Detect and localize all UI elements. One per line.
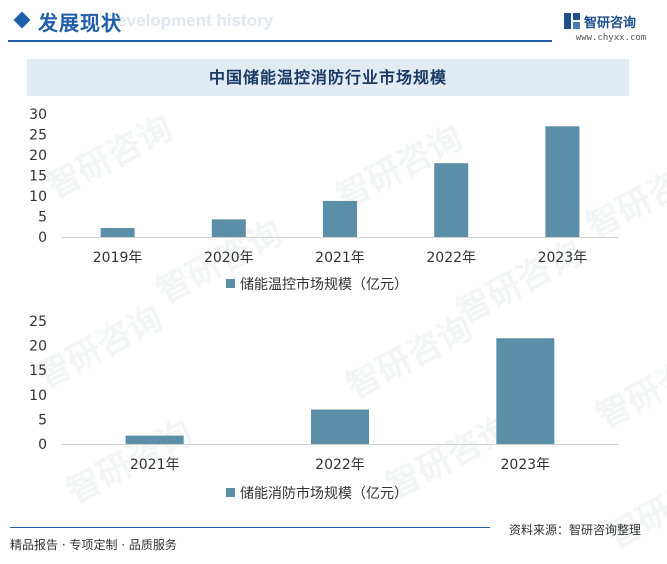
y-tick-label: 5 [38,412,47,428]
y-tick-label: 25 [29,128,47,144]
brand-name: 智研咨询 [584,16,637,31]
bar [323,200,357,237]
y-tick-label: 0 [38,230,47,246]
x-tick-label: 2019年 [93,250,143,266]
x-tick-label: 2022年 [315,457,365,473]
chart-title: 中国储能温控消防行业市场规模 [208,68,447,87]
x-tick-label: 2022年 [426,250,476,266]
y-tick-label: 30 [29,107,47,123]
bar [545,126,580,237]
y-tick-label: 5 [38,210,47,226]
chart-title-bar: 中国储能温控消防行业市场规模 [27,59,629,96]
x-tick-label: 2021年 [130,457,180,473]
footer-tagline: 精品报告 · 专项定制 · 品质服务 [10,538,177,552]
y-tick-label: 10 [29,189,47,205]
bar [434,163,469,237]
brand-url: www.chyxx.com [575,33,647,43]
y-tick-label: 10 [29,388,47,404]
bar [496,338,555,444]
y-tick-label: 15 [29,169,47,185]
y-tick-label: 15 [29,363,47,379]
source-note: 资料来源：智研咨询整理 [509,523,642,537]
brand-logo-icon [564,13,580,29]
legend-label: 储能消防市场规模（亿元） [240,485,408,502]
x-tick-label: 2023年 [538,250,588,266]
header-divider [8,40,552,42]
y-tick-label: 0 [38,437,47,453]
page-title: 发展现状 [38,11,122,35]
bar [125,435,184,444]
y-tick-label: 25 [29,314,47,330]
x-tick-label: 2021年 [315,250,365,266]
legend-label: 储能温控市场规模（亿元） [240,276,408,293]
header-ghost-text: Development history [105,11,274,30]
bar [311,409,369,444]
y-tick-label: 20 [29,148,47,164]
bar [100,227,135,237]
legend-swatch [226,488,235,497]
x-tick-label: 2020年 [204,250,254,266]
legend-swatch [226,279,235,288]
footer-divider [10,527,490,528]
y-tick-label: 20 [29,339,47,355]
x-tick-label: 2023年 [501,457,551,473]
bar [211,219,246,237]
brand-logo: 智研咨询 www.chyxx.com [557,9,665,45]
page-header: Development history 发展现状 智研咨询 www.chyxx.… [0,0,667,44]
